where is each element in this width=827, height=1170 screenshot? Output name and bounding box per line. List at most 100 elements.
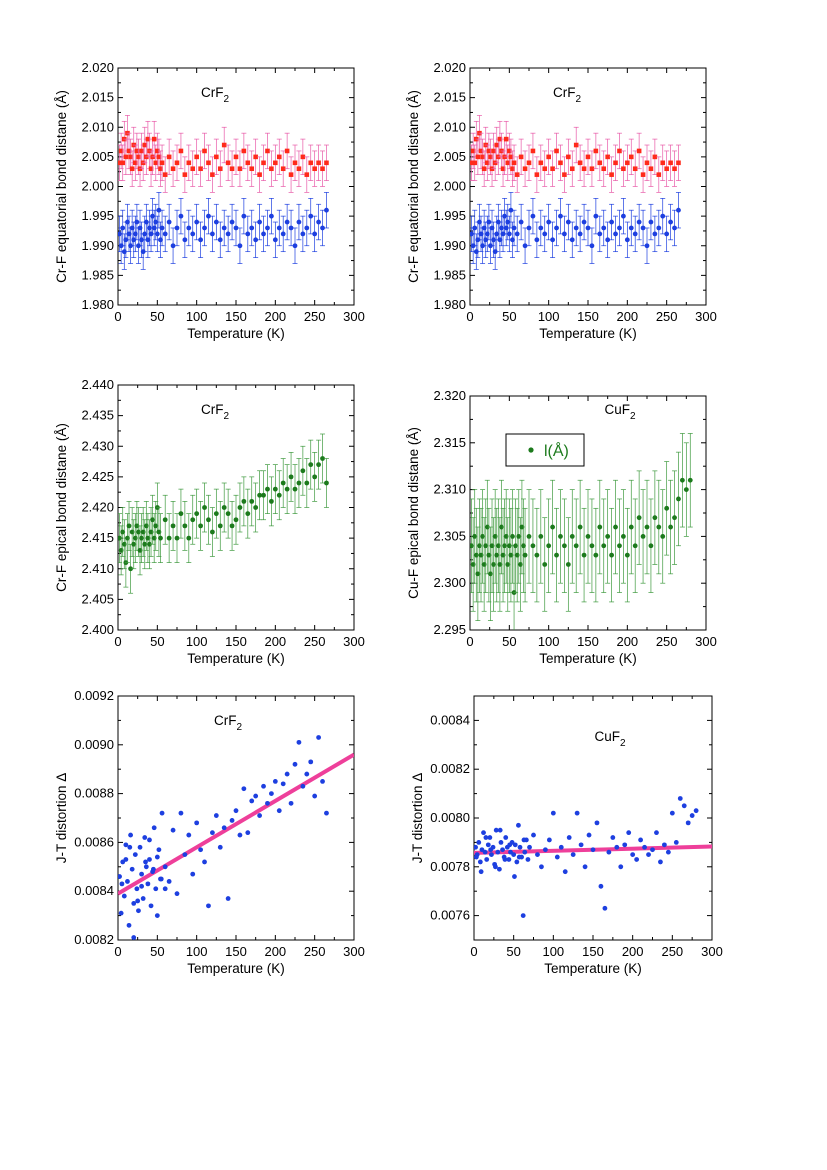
chart-title: CrF2 [553, 85, 582, 105]
data-point [288, 172, 294, 177]
data-point [542, 562, 548, 567]
y-tick-label: 2.020 [81, 60, 114, 75]
data-point [159, 225, 165, 231]
data-point [237, 243, 243, 249]
data-point [500, 166, 506, 172]
data-point [217, 844, 223, 850]
data-point [601, 166, 607, 172]
data-point [569, 166, 575, 172]
data-point [213, 813, 219, 818]
data-point [148, 529, 154, 535]
data-point [145, 881, 151, 887]
data-point [155, 148, 160, 154]
data-point [134, 523, 140, 529]
y-tick-label: 1.995 [433, 208, 466, 223]
data-point [606, 849, 612, 855]
data-point [162, 231, 168, 237]
data-point [475, 571, 481, 577]
x-tick-label: 250 [304, 309, 326, 324]
data-point [125, 879, 130, 884]
data-point [324, 207, 329, 213]
data-point [477, 859, 483, 865]
data-point [221, 225, 227, 231]
data-point [142, 142, 148, 148]
data-point [569, 534, 575, 539]
data-point [486, 219, 492, 225]
data-point [233, 517, 239, 523]
data-point [151, 866, 156, 872]
data-point [304, 771, 310, 777]
data-point [508, 552, 514, 558]
data-point [542, 231, 548, 237]
chart-title-main: CuF [594, 729, 620, 744]
data-point [170, 827, 176, 833]
data-point [324, 160, 329, 166]
y-tick-label: 1.985 [433, 267, 466, 282]
data-point [153, 523, 159, 529]
data-point [481, 166, 487, 172]
data-point [147, 541, 152, 547]
y-axis-label: Cr-F equatorial bond distane (Å) [54, 90, 69, 283]
data-point [257, 492, 262, 498]
data-point [518, 219, 524, 225]
data-point [178, 213, 184, 219]
data-point [550, 524, 555, 530]
y-axis-label: Cr-F equatorial bond distane (Å) [406, 90, 421, 283]
data-point [198, 523, 204, 529]
data-point [296, 480, 302, 486]
chart-title: CuF2 [604, 402, 636, 422]
data-point [225, 896, 231, 901]
data-point [562, 543, 567, 549]
data-point [621, 166, 626, 172]
data-point [225, 511, 231, 517]
y-tick-label: 0.0086 [74, 834, 114, 849]
data-point [190, 871, 196, 877]
data-point [229, 523, 235, 529]
data-point [296, 739, 302, 745]
data-point [482, 849, 488, 855]
data-point [650, 847, 655, 853]
data-point [585, 225, 591, 231]
x-tick-label: 0 [114, 944, 121, 959]
data-point [233, 808, 239, 814]
data-point [143, 864, 149, 870]
data-point [554, 148, 559, 154]
data-point [276, 492, 282, 498]
data-point [284, 771, 290, 777]
data-point [554, 854, 560, 860]
data-point [499, 524, 504, 530]
data-point [538, 534, 544, 539]
data-point [292, 160, 298, 166]
data-point [558, 534, 563, 539]
data-point [131, 237, 137, 243]
data-point [119, 881, 125, 887]
data-point [151, 825, 157, 831]
data-point [284, 148, 290, 154]
data-point [577, 524, 583, 530]
data-point [245, 511, 251, 517]
data-point [217, 523, 223, 529]
chart-title-main: CuF [604, 402, 630, 417]
data-point [174, 891, 180, 897]
data-point [148, 166, 154, 172]
data-point [660, 534, 666, 539]
data-point [578, 842, 584, 848]
data-point [296, 219, 302, 225]
data-point [660, 213, 666, 219]
plot-area [118, 115, 329, 270]
data-point [672, 515, 677, 521]
chart-panel-5: 0 50 100 150 200 250 300 0.0082 0.0084 0.0086 0.00… [54, 688, 365, 976]
data-point [508, 154, 514, 160]
data-point [139, 871, 145, 877]
data-point [593, 552, 599, 558]
y-tick-label: 1.990 [81, 238, 114, 253]
data-point [535, 852, 540, 857]
data-point [489, 852, 494, 857]
chart-title: CuF2 [594, 729, 626, 749]
data-point [478, 148, 484, 154]
data-point [143, 859, 148, 865]
data-point [126, 148, 132, 154]
data-point [527, 844, 532, 850]
data-point [593, 213, 599, 219]
